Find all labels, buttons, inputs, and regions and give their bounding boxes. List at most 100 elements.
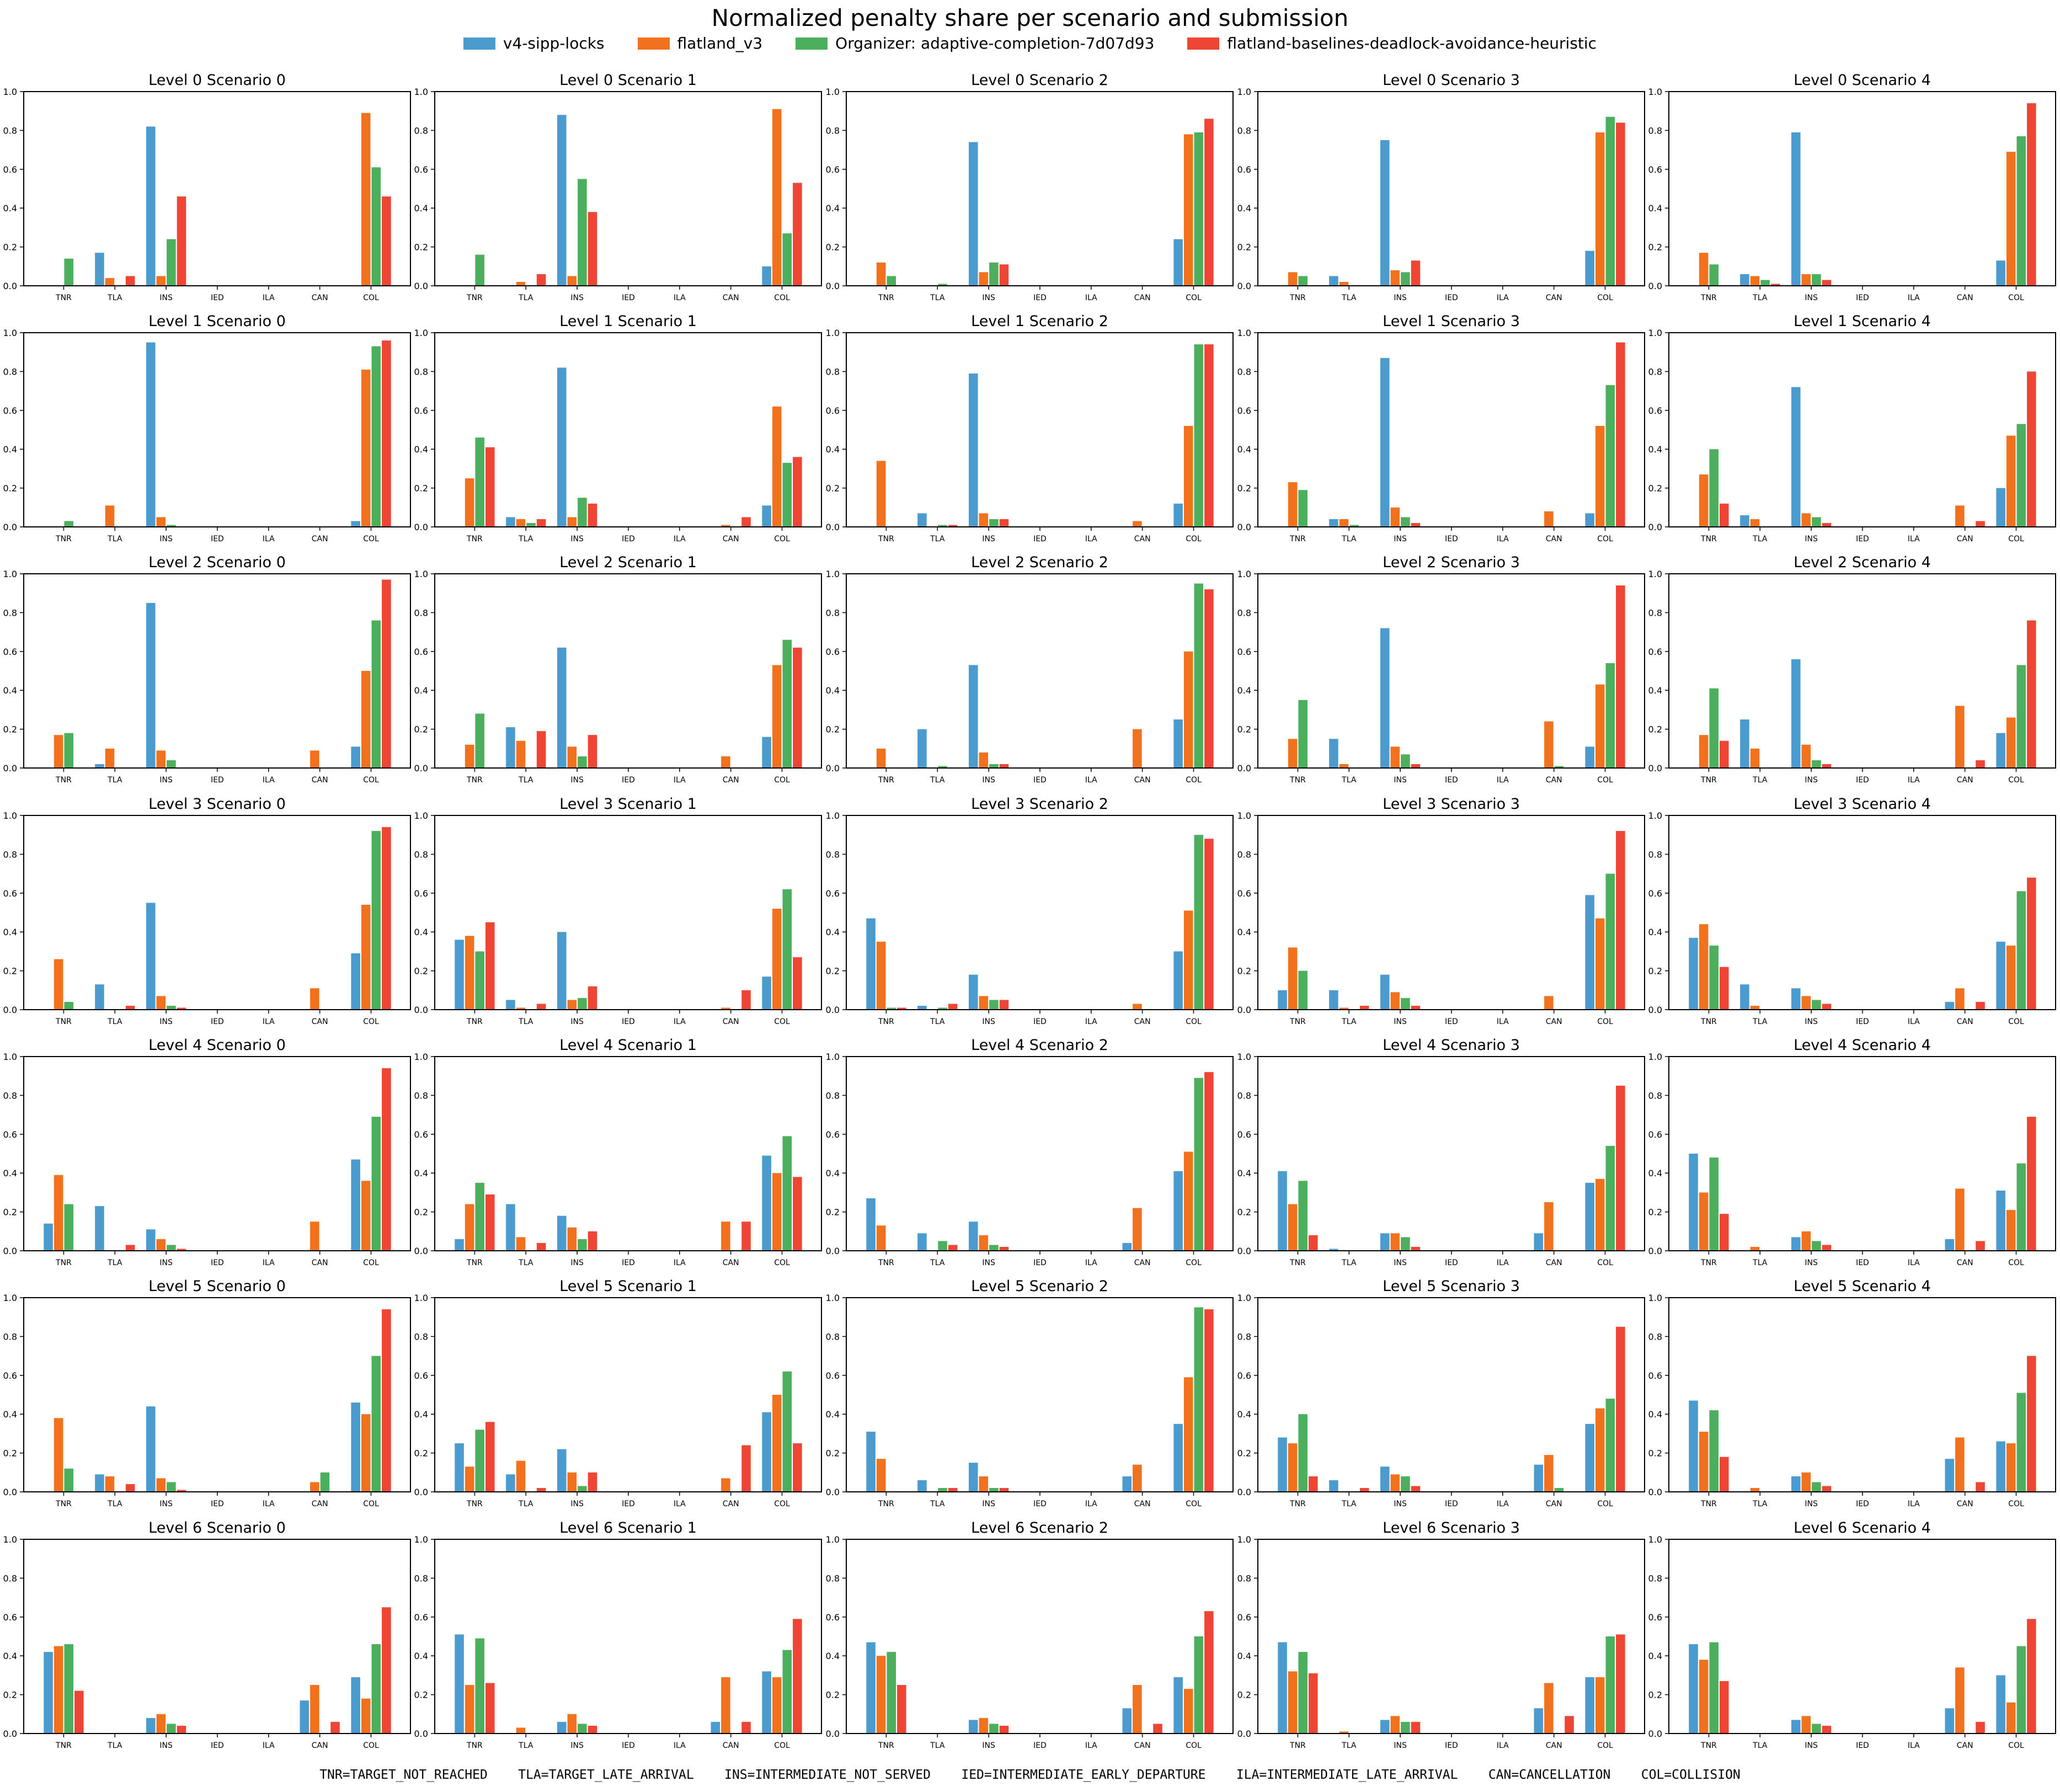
bar <box>1380 140 1390 286</box>
bar <box>1390 746 1400 768</box>
y-tick-label: 0.6 <box>826 406 840 416</box>
y-tick-label: 0.8 <box>3 366 17 377</box>
bar <box>177 1490 186 1492</box>
x-tick-label: IED <box>1856 1258 1869 1267</box>
bar <box>1791 988 1801 1010</box>
x-tick-label: TLA <box>1341 535 1357 543</box>
x-tick-label: INS <box>982 1500 995 1508</box>
bar <box>1976 1001 1985 1010</box>
bar <box>54 959 63 1010</box>
bar <box>1288 947 1298 1010</box>
bar <box>1699 1192 1709 1251</box>
y-tick-label: 1.0 <box>3 569 17 579</box>
x-tick-label: COL <box>774 776 790 785</box>
subplot-title: Level 3 Scenario 3 <box>1383 796 1520 813</box>
bar <box>1308 1673 1318 1734</box>
bar <box>1812 1724 1821 1734</box>
bar <box>1770 284 1780 286</box>
x-tick-label: ILA <box>1085 1500 1097 1508</box>
x-tick-label: TNR <box>1289 535 1306 543</box>
bar <box>1411 1246 1421 1251</box>
bar <box>782 639 792 768</box>
bar <box>516 519 526 527</box>
bar <box>310 750 319 768</box>
bar <box>1955 1188 1965 1251</box>
x-tick-label: COL <box>2008 294 2024 302</box>
x-tick-label: COL <box>363 1500 379 1508</box>
bar <box>917 729 927 768</box>
bar <box>1709 1642 1719 1734</box>
bar <box>721 1677 730 1734</box>
bar <box>999 1000 1009 1010</box>
bar <box>1380 1466 1390 1492</box>
x-tick-label: COL <box>774 1500 790 1508</box>
bar <box>1750 748 1760 768</box>
y-tick-label: 0.8 <box>1648 1331 1662 1342</box>
subplot-frame <box>1257 91 1645 286</box>
subplot-title: Level 2 Scenario 4 <box>1794 554 1931 571</box>
bar <box>1699 474 1709 527</box>
x-tick-label: IED <box>1856 776 1869 785</box>
bar <box>2016 665 2026 768</box>
bar <box>1411 260 1421 286</box>
x-tick-label: INS <box>570 294 584 302</box>
subplot-frame <box>1668 815 2056 1010</box>
bar <box>1709 945 1719 1010</box>
x-tick-label: INS <box>1394 294 1407 302</box>
subplot-frame <box>1257 332 1645 527</box>
subplot-title: Level 3 Scenario 4 <box>1794 796 1931 813</box>
x-tick-label: ILA <box>1085 294 1097 302</box>
x-tick-label: IED <box>1856 535 1869 543</box>
bar <box>105 748 115 768</box>
subplot-title: Level 2 Scenario 3 <box>1383 554 1520 571</box>
y-tick-label: 0.2 <box>414 483 428 494</box>
bar <box>1122 1242 1132 1251</box>
bar <box>989 1000 999 1010</box>
y-tick-label: 0.8 <box>1237 366 1251 377</box>
bar <box>1329 990 1338 1010</box>
bar <box>1996 733 2005 768</box>
y-tick-label: 0.4 <box>3 444 17 455</box>
y-tick-label: 0.0 <box>3 1005 17 1015</box>
y-tick-label: 0.2 <box>3 1690 17 1700</box>
bar <box>2016 891 2026 1010</box>
bar <box>896 1007 906 1010</box>
x-tick-label: TNR <box>466 776 483 785</box>
bar <box>772 109 782 286</box>
y-tick-label: 1.0 <box>1237 810 1251 821</box>
x-tick-label: CAN <box>1134 1500 1151 1508</box>
bar <box>361 113 371 286</box>
bar <box>64 1001 73 1010</box>
y-tick-label: 0.6 <box>3 164 17 175</box>
bar <box>1183 651 1193 768</box>
bar <box>516 281 526 286</box>
bar <box>1750 1246 1760 1251</box>
x-tick-label: IED <box>1445 294 1458 302</box>
x-tick-label: CAN <box>1957 1500 1973 1508</box>
y-tick-label: 0.6 <box>3 888 17 899</box>
bar <box>2016 1646 2026 1734</box>
bar <box>1288 1443 1298 1492</box>
legend-label: Organizer: adaptive-completion-7d07d93 <box>835 34 1155 52</box>
bar <box>1595 1677 1605 1734</box>
bar <box>1339 281 1349 286</box>
bar <box>1298 490 1307 527</box>
bar <box>1791 1237 1801 1251</box>
y-tick-label: 0.8 <box>414 607 428 618</box>
x-tick-label: INS <box>1805 1500 1818 1508</box>
y-tick-label: 1.0 <box>1237 569 1251 579</box>
subplot-frame <box>1257 1056 1645 1251</box>
subplot-title: Level 0 Scenario 4 <box>1794 72 1931 89</box>
x-tick-label: COL <box>1597 535 1613 543</box>
bar <box>475 1430 484 1492</box>
bar <box>2027 371 2036 527</box>
y-tick-label: 0.2 <box>1648 966 1662 977</box>
legend-item-flatland-baselines: flatland-baselines-deadlock-avoidance-he… <box>1187 34 1597 52</box>
bar <box>1401 998 1410 1010</box>
bar <box>1595 1178 1605 1251</box>
y-tick-label: 1.0 <box>1648 1534 1662 1545</box>
y-tick-label: 0.8 <box>414 1090 428 1101</box>
bar <box>1822 1725 1832 1734</box>
y-tick-label: 0.2 <box>1648 724 1662 735</box>
